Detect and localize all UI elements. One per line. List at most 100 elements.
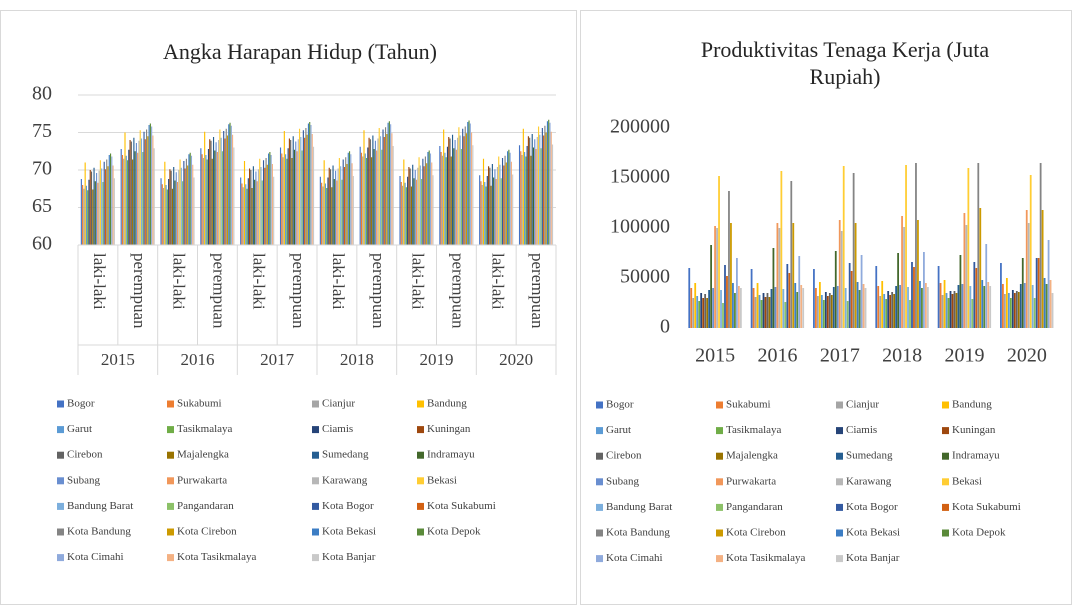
bar (840, 231, 843, 328)
bar (94, 181, 96, 245)
bar (255, 171, 257, 245)
bar (288, 138, 290, 245)
bar (390, 124, 392, 245)
bar (212, 137, 215, 245)
bar (728, 191, 730, 328)
bar (109, 153, 112, 245)
bar (891, 292, 894, 328)
bar (407, 176, 409, 245)
bar (340, 166, 342, 245)
bar (161, 184, 163, 245)
x-tick-label: 2020 (1007, 345, 1047, 367)
bar (123, 158, 125, 245)
bar (522, 128, 524, 245)
bar (472, 145, 474, 245)
bar (270, 155, 272, 245)
legend-label: Kuningan (427, 423, 471, 435)
bar (241, 183, 243, 245)
bar (364, 153, 366, 245)
bar (543, 135, 545, 245)
bar (226, 135, 229, 245)
bar (462, 128, 464, 245)
bar (362, 156, 364, 245)
legend-swatch (167, 451, 174, 459)
y-tick-label: 60 (32, 233, 52, 255)
bar (846, 301, 849, 328)
bar (166, 189, 168, 245)
legend-label: Kota Cirebon (177, 526, 237, 538)
bar (951, 294, 954, 328)
bar (410, 186, 413, 245)
bar (813, 269, 815, 328)
bar (112, 165, 114, 245)
x-tick-label: 2015 (695, 345, 735, 367)
x-tick-label: laki-laki (488, 253, 507, 310)
legend-swatch (417, 451, 424, 459)
bar (103, 161, 105, 245)
bar (104, 169, 107, 245)
bar (947, 298, 950, 328)
bar (82, 185, 84, 245)
legend-label: Bandung (952, 399, 992, 411)
bar (1011, 290, 1014, 328)
bar (724, 265, 726, 328)
bar (530, 155, 532, 245)
bar (107, 166, 109, 245)
bar (302, 130, 304, 245)
y-tick-label: 200000 (610, 116, 670, 138)
bar (770, 289, 773, 328)
bar (404, 182, 406, 245)
bar (1049, 280, 1052, 328)
legend-label: Kota Depok (952, 527, 1006, 539)
legend-label: Bandung Barat (606, 501, 672, 513)
bar (260, 167, 262, 245)
bar (182, 181, 184, 245)
bar (1023, 283, 1026, 328)
legend-swatch (167, 400, 174, 408)
bar (89, 170, 91, 245)
legend-swatch (716, 555, 723, 563)
bar (1037, 258, 1040, 328)
bar (149, 123, 151, 245)
bar (780, 171, 783, 328)
bar (512, 174, 514, 245)
bar (352, 176, 354, 245)
bar (756, 283, 759, 328)
bar (708, 290, 711, 328)
bar (832, 287, 835, 328)
bar (206, 159, 208, 245)
bar (981, 280, 984, 328)
bar (1051, 293, 1054, 328)
legend-label: Kota Bekasi (322, 526, 376, 538)
group-label: 2018 (340, 350, 374, 369)
bar (351, 163, 353, 245)
bar (428, 150, 430, 245)
bar (449, 138, 451, 245)
y-tick-label: 70 (32, 158, 52, 180)
bar (722, 303, 724, 328)
bar (427, 152, 429, 245)
bar (1027, 223, 1030, 328)
bar (712, 288, 714, 328)
bar (457, 137, 459, 245)
bar (706, 298, 709, 328)
bar (766, 293, 769, 328)
bar (852, 173, 855, 328)
bar (164, 161, 166, 245)
bar (399, 176, 401, 245)
bar (268, 153, 270, 245)
bar (824, 292, 827, 328)
bar (955, 293, 958, 328)
legend-label: Kota Cimahi (606, 552, 663, 564)
bar (283, 131, 285, 245)
bar (537, 126, 540, 245)
bar (126, 160, 129, 245)
bar (1045, 284, 1048, 328)
bar (784, 302, 787, 328)
bar (387, 122, 389, 245)
bar (468, 120, 470, 245)
bar (266, 164, 268, 245)
bar (376, 150, 378, 245)
bar (937, 266, 940, 328)
